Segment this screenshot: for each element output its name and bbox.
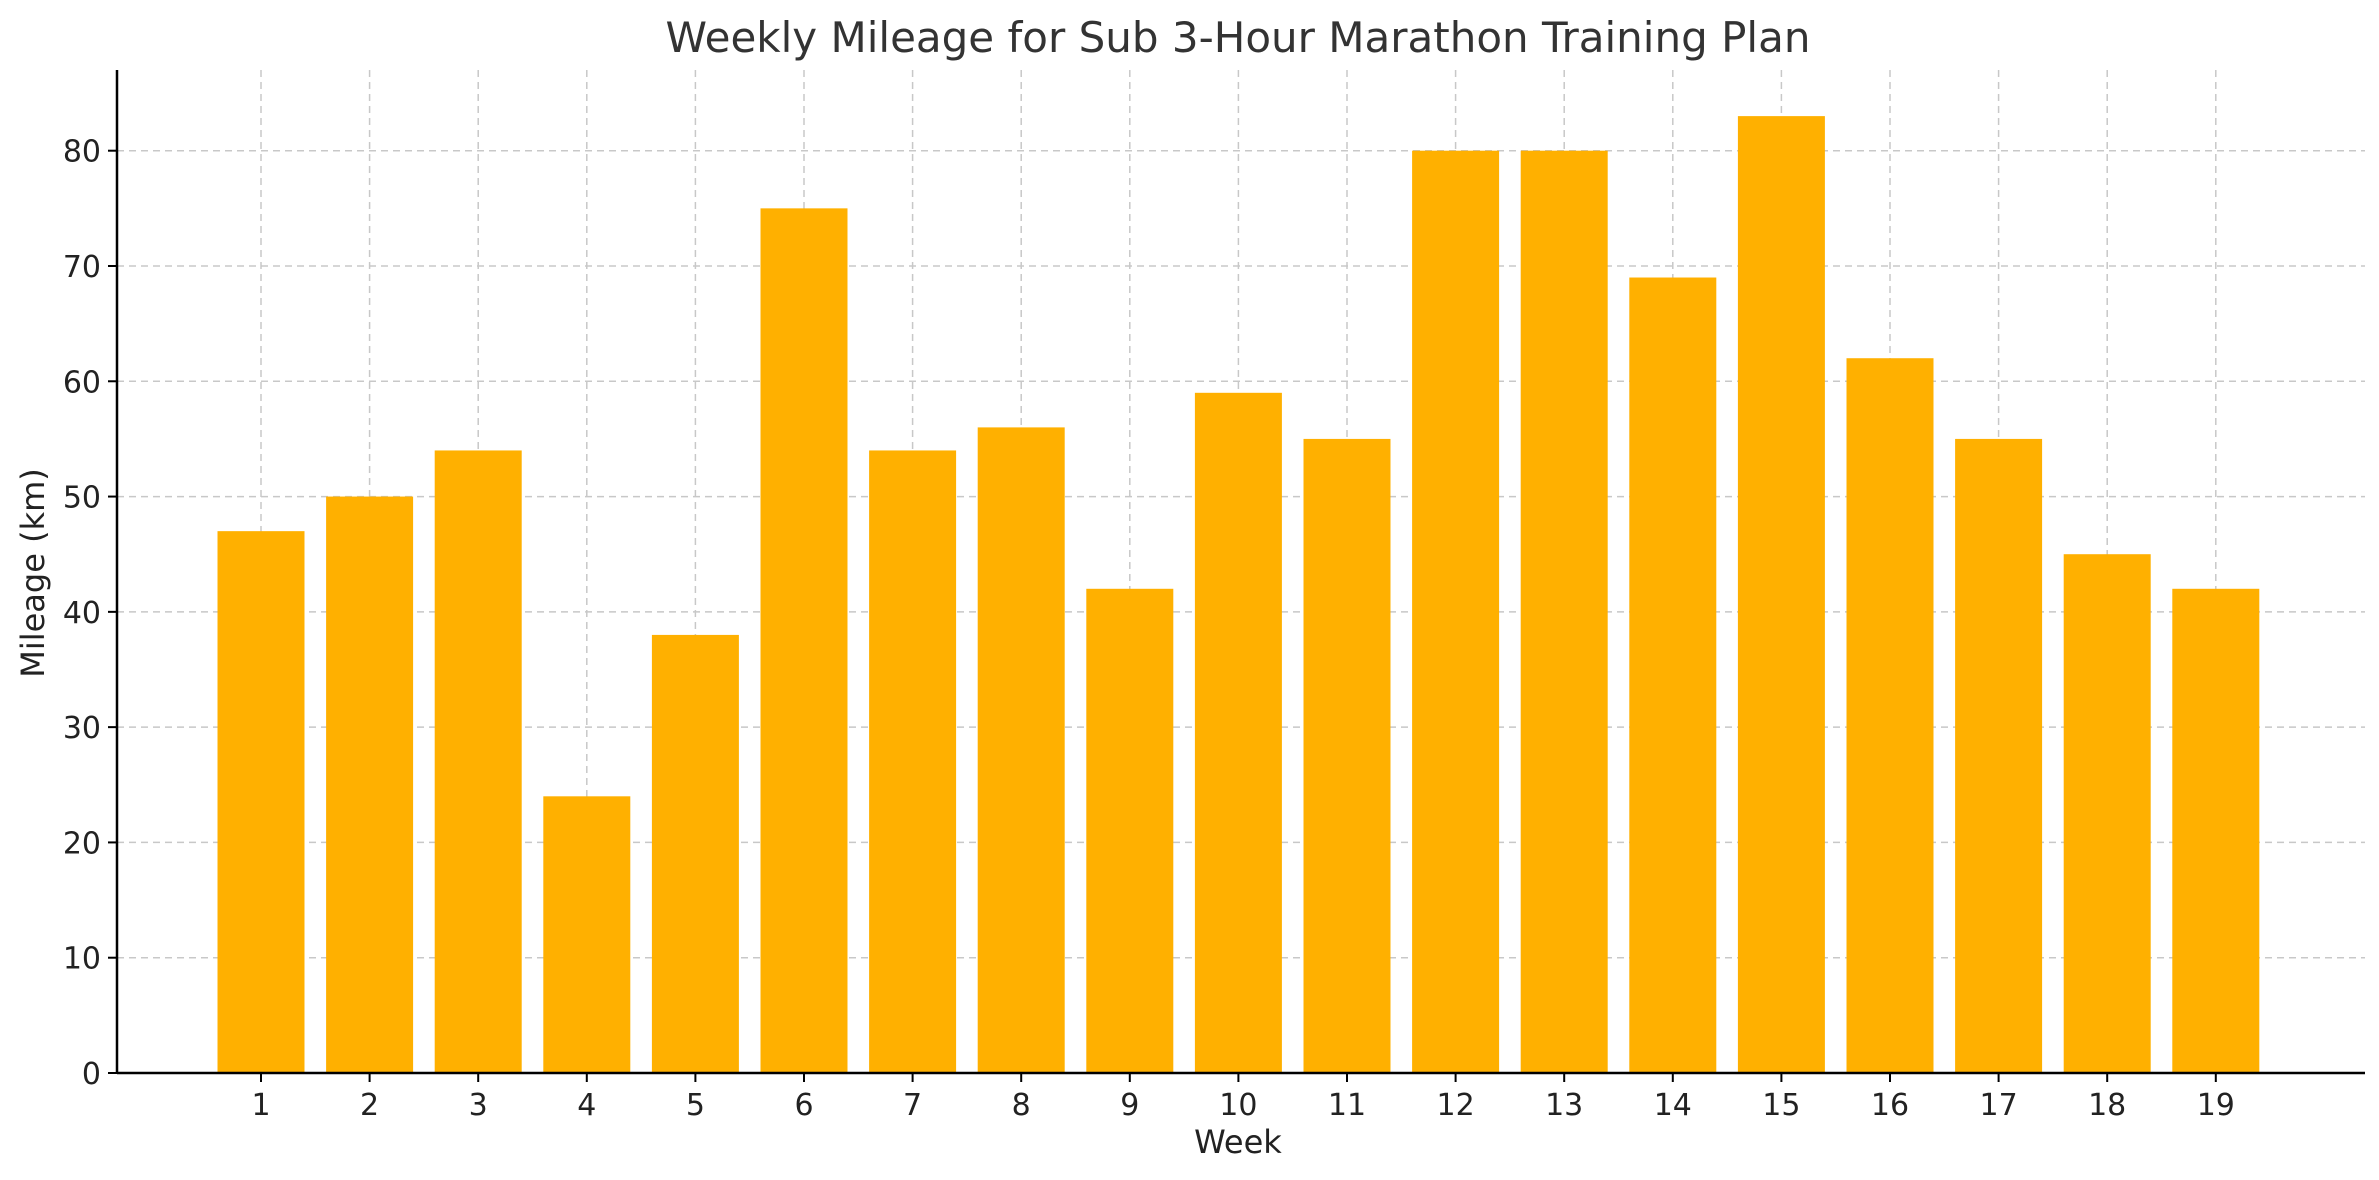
axes	[108, 70, 2365, 1082]
bar-week-1	[217, 531, 305, 1073]
x-tick-label: 8	[1012, 1088, 1031, 1123]
bar-week-9	[1086, 588, 1174, 1073]
bar-week-18	[2063, 554, 2151, 1073]
bar-week-3	[434, 450, 522, 1074]
x-tick-label: 6	[794, 1088, 813, 1123]
x-tick-label: 4	[577, 1088, 596, 1123]
bar-week-15	[1737, 116, 1825, 1074]
x-tick-label: 17	[1980, 1088, 2018, 1123]
x-axis-label: Week	[1194, 1123, 1282, 1161]
x-tick-label: 9	[1120, 1088, 1139, 1123]
bar-week-16	[1846, 358, 1934, 1073]
x-tick-label: 2	[360, 1088, 379, 1123]
y-axis-label: Mileage (km)	[14, 468, 52, 678]
bar-week-12	[1412, 150, 1500, 1073]
bar-week-13	[1520, 150, 1608, 1073]
x-tick-label: 14	[1654, 1088, 1692, 1123]
x-tick-label: 19	[2197, 1088, 2235, 1123]
bar-week-4	[543, 796, 631, 1073]
bar-week-17	[1955, 438, 2043, 1073]
bar-week-11	[1303, 438, 1391, 1073]
y-tick-label: 20	[63, 826, 101, 861]
bar-week-14	[1629, 277, 1717, 1074]
x-tick-label: 1	[251, 1088, 270, 1123]
bar-week-8	[977, 427, 1065, 1073]
x-tick-label: 13	[1545, 1088, 1583, 1123]
x-tick-label: 5	[686, 1088, 705, 1123]
x-tick-label: 7	[903, 1088, 922, 1123]
y-tick-label: 50	[63, 481, 101, 516]
bars	[217, 116, 2260, 1074]
y-tick-label: 0	[82, 1057, 101, 1092]
x-tick-label: 11	[1328, 1088, 1366, 1123]
x-tick-label: 12	[1437, 1088, 1475, 1123]
bar-week-7	[869, 450, 957, 1074]
bar-week-6	[760, 208, 848, 1073]
chart-title: Weekly Mileage for Sub 3-Hour Marathon T…	[666, 13, 1811, 62]
y-tick-label: 40	[63, 596, 101, 631]
bar-week-19	[2172, 588, 2260, 1073]
x-tick-label: 10	[1219, 1088, 1257, 1123]
bar-week-2	[326, 496, 414, 1073]
y-tick-label: 10	[63, 942, 101, 977]
x-tick-label: 16	[1871, 1088, 1909, 1123]
y-tick-label: 60	[63, 365, 101, 400]
bar-week-5	[651, 634, 739, 1073]
x-tick-label: 15	[1762, 1088, 1800, 1123]
bar-week-10	[1194, 392, 1282, 1074]
y-tick-label: 70	[63, 250, 101, 285]
x-tick-label: 18	[2088, 1088, 2126, 1123]
y-tick-label: 80	[63, 135, 101, 170]
y-tick-label: 30	[63, 711, 101, 746]
x-tick-label: 3	[469, 1088, 488, 1123]
